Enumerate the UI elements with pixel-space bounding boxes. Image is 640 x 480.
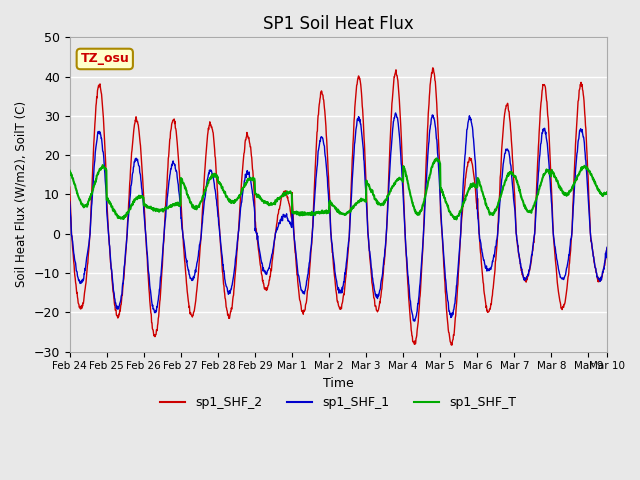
- Y-axis label: Soil Heat Flux (W/m2), SoilT (C): Soil Heat Flux (W/m2), SoilT (C): [15, 101, 28, 288]
- X-axis label: Time: Time: [323, 377, 354, 390]
- Legend: sp1_SHF_2, sp1_SHF_1, sp1_SHF_T: sp1_SHF_2, sp1_SHF_1, sp1_SHF_T: [156, 391, 522, 414]
- Text: TZ_osu: TZ_osu: [81, 52, 129, 65]
- Title: SP1 Soil Heat Flux: SP1 Soil Heat Flux: [263, 15, 413, 33]
